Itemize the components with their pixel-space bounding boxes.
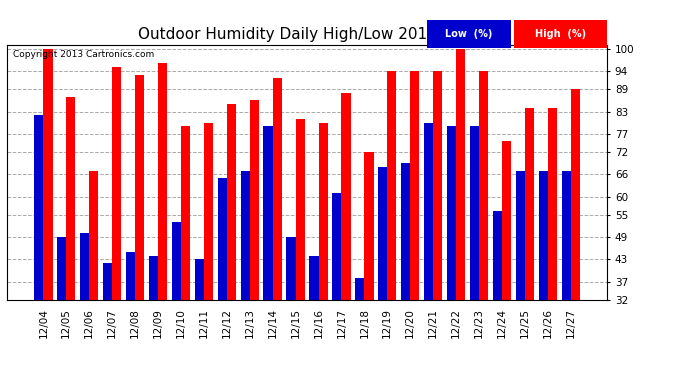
Bar [80, 234, 89, 375]
Bar [43, 49, 52, 375]
Bar [433, 71, 442, 375]
Title: Outdoor Humidity Daily High/Low 20131228: Outdoor Humidity Daily High/Low 20131228 [139, 27, 475, 42]
Bar [103, 263, 112, 375]
Bar [158, 63, 167, 375]
Bar [273, 78, 282, 375]
Bar [401, 163, 411, 375]
Bar [548, 108, 557, 375]
FancyBboxPatch shape [514, 20, 607, 48]
Bar [447, 126, 456, 375]
Bar [112, 67, 121, 375]
Text: Low  (%): Low (%) [446, 28, 493, 39]
Bar [539, 171, 548, 375]
Bar [172, 222, 181, 375]
Text: Copyright 2013 Cartronics.com: Copyright 2013 Cartronics.com [13, 50, 154, 59]
Bar [286, 237, 295, 375]
Bar [364, 152, 373, 375]
Bar [217, 178, 227, 375]
Bar [424, 123, 433, 375]
Bar [264, 126, 273, 375]
Bar [319, 123, 328, 375]
Bar [479, 71, 489, 375]
Bar [149, 256, 158, 375]
Bar [126, 252, 135, 375]
Bar [562, 171, 571, 375]
Bar [181, 126, 190, 375]
Bar [333, 193, 342, 375]
Bar [295, 119, 305, 375]
Bar [34, 115, 43, 375]
Bar [456, 49, 465, 375]
Bar [525, 108, 534, 375]
Bar [89, 171, 99, 375]
Bar [135, 75, 144, 375]
Bar [515, 171, 525, 375]
Bar [309, 256, 319, 375]
Bar [342, 93, 351, 375]
Bar [387, 71, 397, 375]
Text: High  (%): High (%) [535, 28, 586, 39]
Bar [470, 126, 479, 375]
Bar [195, 260, 204, 375]
Bar [227, 104, 236, 375]
Bar [378, 167, 387, 375]
Bar [571, 89, 580, 375]
FancyBboxPatch shape [427, 20, 511, 48]
Bar [411, 71, 420, 375]
Bar [250, 100, 259, 375]
Bar [57, 237, 66, 375]
Bar [493, 211, 502, 375]
Bar [66, 97, 75, 375]
Bar [502, 141, 511, 375]
Bar [355, 278, 364, 375]
Bar [204, 123, 213, 375]
Bar [241, 171, 250, 375]
